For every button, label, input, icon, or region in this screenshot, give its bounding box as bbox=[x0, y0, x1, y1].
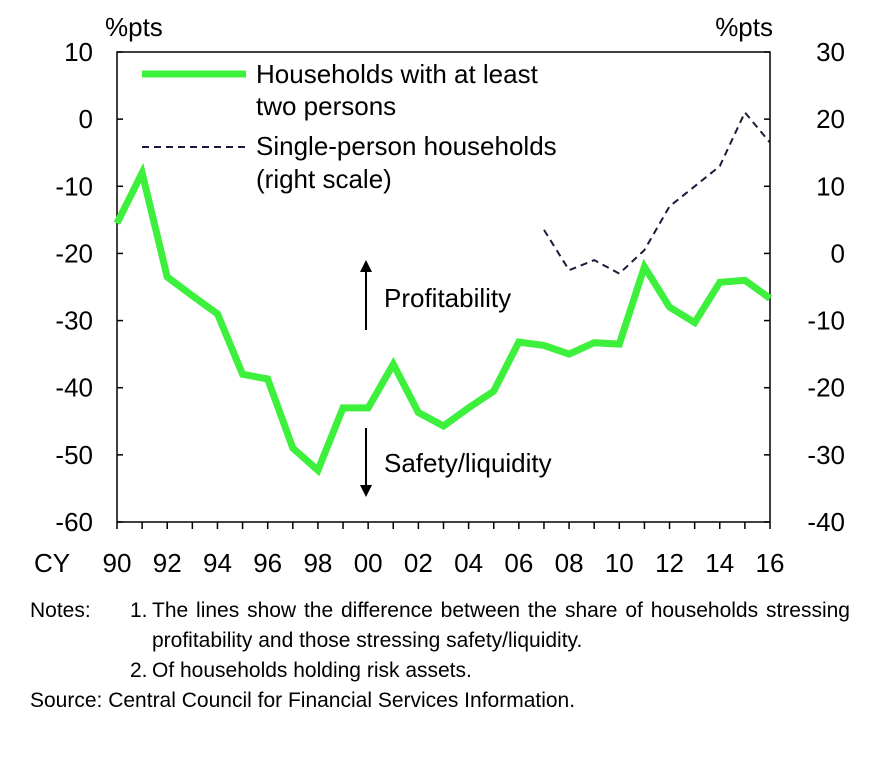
right-tick-label: 10 bbox=[816, 171, 845, 201]
left-tick-label: -30 bbox=[55, 306, 93, 336]
right-axis-unit: %pts bbox=[715, 12, 773, 42]
notes-lead: Notes: bbox=[30, 596, 130, 656]
left-tick-label: 10 bbox=[64, 37, 93, 67]
x-tick-label: 94 bbox=[203, 548, 232, 578]
source: Source: Central Council for Financial Se… bbox=[30, 686, 850, 716]
legend-label-single-person-line1: Single-person households bbox=[256, 131, 557, 161]
note-2: 2. Of households holding risk assets. bbox=[130, 656, 850, 686]
right-tick-label: 30 bbox=[816, 37, 845, 67]
left-tick-label: -40 bbox=[55, 373, 93, 403]
left-tick-label: -20 bbox=[55, 238, 93, 268]
right-tick-label: -20 bbox=[807, 373, 845, 403]
annotation-profitability: Profitability bbox=[360, 260, 511, 330]
x-tick-label: 98 bbox=[303, 548, 332, 578]
left-tick-label: -60 bbox=[55, 507, 93, 537]
series-line-single-person bbox=[544, 112, 770, 273]
x-tick-label: 10 bbox=[605, 548, 634, 578]
note-2-number: 2. bbox=[130, 656, 152, 686]
annotation-safety: Safety/liquidity bbox=[360, 428, 552, 497]
notes: Notes: 1. The lines show the difference … bbox=[30, 596, 850, 716]
right-tick-label: -40 bbox=[807, 507, 845, 537]
x-tick-label: 06 bbox=[504, 548, 533, 578]
right-axis: 30 20 10 0 -10 -20 -30 -40 bbox=[764, 37, 845, 537]
x-tick-label: 16 bbox=[756, 548, 785, 578]
note-1-number: 1. bbox=[130, 596, 152, 656]
annotation-profitability-label: Profitability bbox=[384, 283, 511, 313]
right-tick-label: 20 bbox=[816, 104, 845, 134]
legend: Households with at least two persons Sin… bbox=[142, 59, 557, 194]
note-1-text: The lines show the difference between th… bbox=[152, 596, 850, 656]
left-axis: 10 0 -10 -20 -30 -40 -50 -60 bbox=[55, 37, 123, 537]
arrow-up-head-icon bbox=[360, 260, 372, 272]
x-axis-prefix: CY bbox=[34, 548, 70, 578]
x-tick-label: 08 bbox=[555, 548, 584, 578]
note-2-text: Of households holding risk assets. bbox=[152, 656, 472, 686]
x-tick-label: 12 bbox=[655, 548, 684, 578]
annotation-safety-label: Safety/liquidity bbox=[384, 448, 552, 478]
x-tick-label: 00 bbox=[354, 548, 383, 578]
x-axis: 90 92 94 96 98 00 02 04 06 08 10 12 14 16 bbox=[103, 522, 785, 578]
x-tick-label: 90 bbox=[103, 548, 132, 578]
arrow-down-head-icon bbox=[360, 485, 372, 497]
series-line-two-person bbox=[117, 173, 770, 470]
left-tick-label: -50 bbox=[55, 440, 93, 470]
right-tick-label: 0 bbox=[831, 238, 845, 268]
note-1: Notes: 1. The lines show the difference … bbox=[30, 596, 850, 656]
legend-label-two-person-line1: Households with at least bbox=[256, 59, 539, 89]
legend-label-two-person-line2: two persons bbox=[256, 91, 396, 121]
x-tick-label: 92 bbox=[153, 548, 182, 578]
x-tick-label: 96 bbox=[253, 548, 282, 578]
x-tick-label: 02 bbox=[404, 548, 433, 578]
x-tick-label: 14 bbox=[705, 548, 734, 578]
legend-label-single-person-line2: (right scale) bbox=[256, 164, 392, 194]
x-tick-label: 04 bbox=[454, 548, 483, 578]
left-tick-label: 0 bbox=[79, 104, 93, 134]
right-tick-label: -30 bbox=[807, 440, 845, 470]
right-tick-label: -10 bbox=[807, 306, 845, 336]
left-tick-label: -10 bbox=[55, 171, 93, 201]
chart: %pts %pts 10 0 -10 -20 -30 -40 -50 -60 30 20 10 0 -… bbox=[0, 0, 887, 600]
left-axis-unit: %pts bbox=[105, 12, 163, 42]
